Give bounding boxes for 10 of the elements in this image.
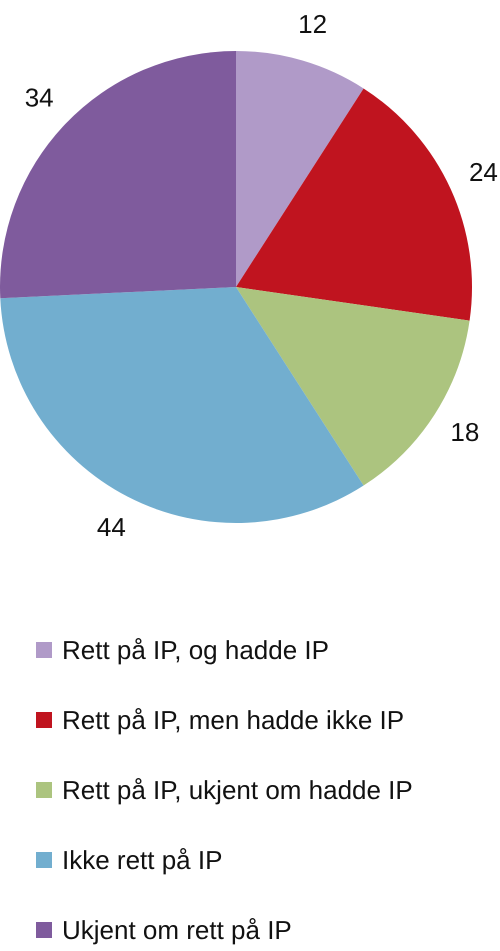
legend-label: Ukjent om rett på IP (62, 915, 292, 945)
legend-label: Rett på IP, men hadde ikke IP (62, 705, 404, 735)
data-label: 12 (298, 9, 328, 40)
data-label: 44 (96, 512, 126, 542)
data-label: 24 (468, 157, 498, 188)
data-label: 34 (24, 82, 54, 112)
legend-label: Rett på IP, ukjent om hadde IP (62, 775, 413, 805)
legend-label: Rett på IP, og hadde IP (62, 635, 329, 665)
legend-label: Ikke rett på IP (62, 845, 222, 875)
data-label: 18 (450, 417, 480, 448)
